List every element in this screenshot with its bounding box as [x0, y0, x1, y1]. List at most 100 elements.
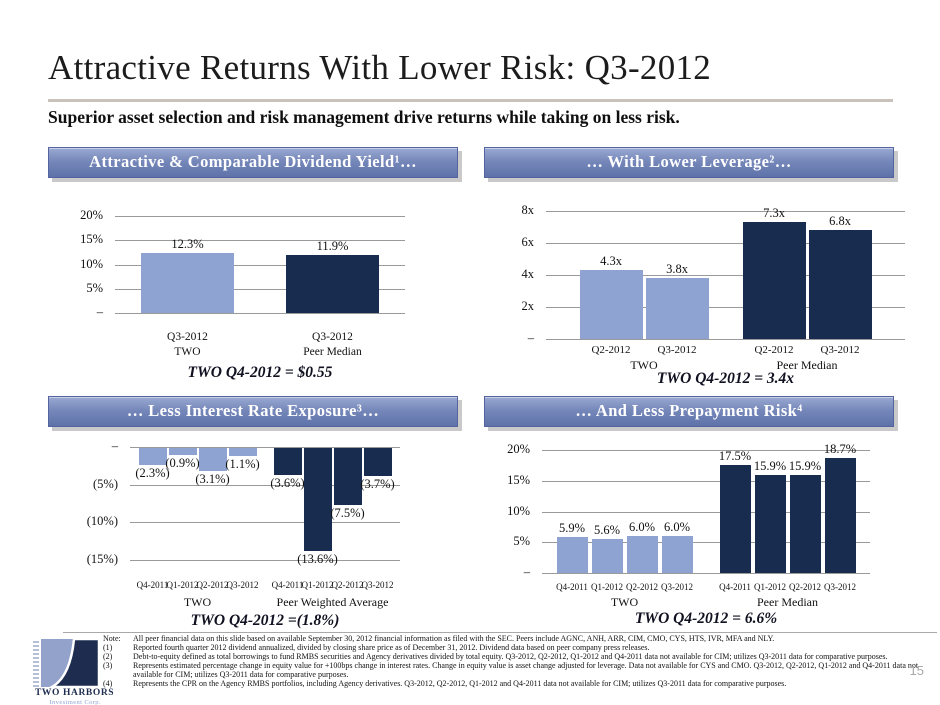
x-axis-label: Q2-2012 [591, 344, 631, 356]
logo-wordmark: TWO HARBORS [35, 688, 115, 698]
gridline [130, 484, 400, 486]
panel-header-dividend-yield: Attractive & Comparable Dividend Yield¹… [48, 147, 458, 178]
gridline [542, 511, 870, 513]
footer-divider [63, 632, 937, 633]
bar [824, 458, 856, 573]
chart-dividend-yield: 20% 15% 10% 5% – 12.3% Q3-2012 TWO 11.9% Q3-2012 P… [48, 198, 460, 394]
logo-vertical-microtext [33, 641, 39, 687]
bar-value-label: 5.6% [593, 522, 621, 537]
slide-subtitle: Superior asset selection and risk manage… [48, 107, 680, 127]
panel-header-leverage: … With Lower Leverage²… [484, 147, 894, 178]
bar-value-label: (0.9%) [165, 455, 200, 470]
bar-value-label: 17.5% [718, 449, 752, 464]
x-axis-label: Q3-2012 [657, 344, 697, 356]
y-axis-tick-label: 20% [80, 208, 103, 222]
gridline [115, 264, 405, 266]
y-axis-tick-label: – [111, 439, 118, 453]
bar [808, 230, 872, 339]
x-axis-label: Q3-2012 [824, 582, 856, 592]
y-axis-tick-label: 6x [521, 235, 535, 249]
panel-header-interest-rate-exposure: … Less Interest Rate Exposure³… [48, 396, 458, 427]
bar-value-label: 5.9% [558, 520, 586, 535]
x-axis-label: Q3-2012 [226, 580, 259, 590]
x-axis-label: Q3-2012 Peer Median [303, 331, 362, 358]
bar-value-label: 3.8x [666, 262, 688, 277]
x-axis-label: Q2-2012 [789, 582, 821, 592]
y-axis-tick-label: 5% [86, 280, 103, 295]
bar [198, 448, 227, 472]
bar-value-label: 6.8x [829, 214, 851, 229]
x-axis-label: Q3-2012 TWO [167, 331, 208, 358]
y-axis-tick-label: 10% [80, 256, 103, 271]
footnote-text: Reported fourth quarter 2012 dividend an… [133, 642, 650, 652]
y-axis-tick-label: – [527, 331, 534, 345]
x-axis-label: Q4-2011 [271, 580, 304, 590]
footnote-text: Debt-to-equity defined as total borrowin… [133, 651, 888, 661]
y-axis-tick-label: 5% [513, 534, 530, 549]
bar-value-label: (1.1%) [225, 457, 260, 472]
y-axis-tick-label: (10%) [86, 514, 118, 529]
y-axis-tick-label: 15% [507, 472, 530, 487]
footnote-label: (4) [103, 678, 113, 688]
y-axis-tick-label: 4x [521, 267, 535, 281]
group-label: Peer Median [757, 595, 818, 609]
group-label: TWO [630, 358, 658, 372]
y-axis-tick-label: (5%) [93, 476, 118, 491]
bar-value-label: 6.0% [628, 520, 656, 535]
gridline [546, 243, 905, 244]
page-number: 15 [909, 663, 924, 678]
bar-value-label: (3.7%) [360, 476, 395, 491]
bar [719, 465, 751, 573]
footnote-label: (2) [103, 651, 113, 661]
bar-value-label: (13.6%) [297, 551, 338, 566]
gridline [542, 573, 870, 574]
bar [626, 536, 658, 573]
bar [645, 278, 709, 339]
y-axis-tick-label: 15% [80, 232, 103, 247]
x-axis-label: Q3-2012 [361, 580, 394, 590]
x-axis-label: Q1-2012 [754, 582, 786, 592]
gridline [115, 216, 405, 217]
bar-value-label: (3.1%) [195, 472, 230, 487]
bar [286, 255, 379, 313]
chart-prepayment-risk: 20% 15% 10% 5% – 5.9% Q4-2011 5.6% Q1-2012 6.0% Q2… [484, 433, 920, 632]
gridline [546, 307, 905, 308]
bar-value-label: (2.3%) [135, 466, 170, 481]
gridline [115, 240, 405, 242]
x-axis-label: Q3-2012 [820, 344, 860, 356]
y-axis-tick-label: 10% [507, 503, 530, 518]
panel-header-prepayment-risk: … And Less Prepayment Risk⁴ [484, 396, 894, 427]
chart-caption: TWO Q4-2012 = $0.55 [187, 364, 333, 381]
bar-value-label: (7.5%) [330, 505, 365, 520]
gridline [130, 522, 400, 524]
bar [742, 222, 806, 339]
y-axis-tick-label: – [96, 305, 103, 319]
bar-value-label: 12.3% [171, 237, 204, 252]
y-axis-tick-label: 8x [521, 203, 535, 217]
footnote-row: (4) Represents the CPR on the Agency RMBS… [103, 678, 931, 689]
gridline [542, 450, 870, 451]
footnote-text: Represents estimated percentage change i… [133, 660, 919, 679]
y-axis-tick-label: 2x [521, 299, 535, 313]
group-label: TWO [610, 595, 639, 609]
bar [661, 536, 693, 573]
y-axis-tick-label: – [523, 565, 530, 579]
bar [303, 448, 332, 551]
chart-caption: TWO Q4-2012 = 3.4x [656, 370, 795, 387]
footnote-label: Note: [103, 634, 121, 643]
footnote-row: (1) Reported fourth quarter 2012 dividend… [103, 642, 931, 653]
footnote-label: (3) [103, 660, 113, 670]
group-label: Peer Weighted Average [276, 595, 389, 609]
gridline [115, 288, 405, 290]
x-axis-label: Q2-2012 [754, 344, 794, 356]
title-divider [48, 99, 893, 102]
page-title: Attractive Returns With Lower Risk: Q3-2… [48, 48, 712, 87]
gridline [546, 275, 905, 276]
bar [333, 448, 362, 505]
bar [141, 253, 234, 313]
bar-value-label: 7.3x [763, 206, 785, 221]
bar [556, 536, 588, 573]
bar [138, 448, 167, 466]
footnotes: Note: All peer financial data on this sli… [103, 634, 931, 689]
